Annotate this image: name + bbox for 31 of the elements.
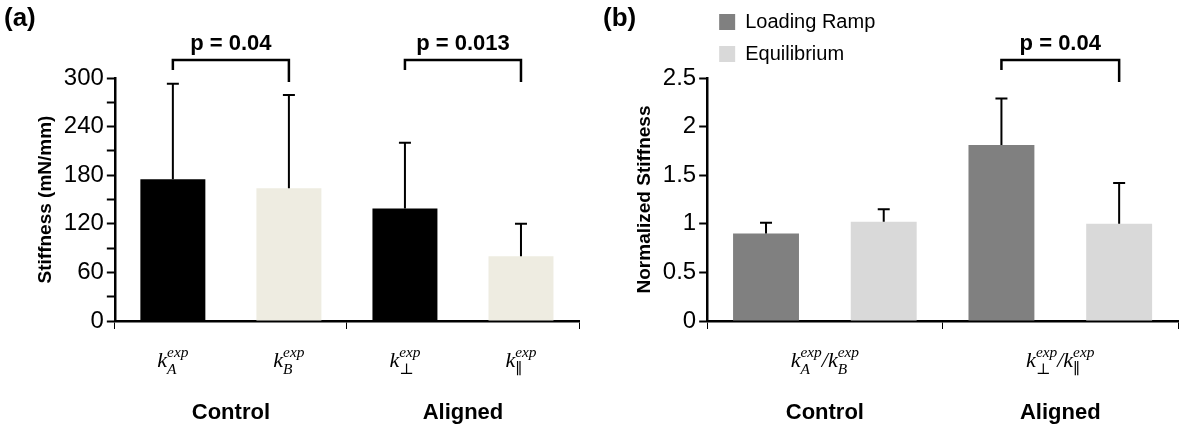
x-tick-label: Control — [191, 399, 270, 424]
y-tick-label: 0 — [90, 305, 104, 333]
y-tick-label: 0.5 — [662, 257, 697, 285]
y-axis-title: Stiffness (mN/mm) — [33, 115, 55, 284]
y-tick-label: 1 — [682, 208, 697, 236]
legend-label: Equilibrium — [745, 41, 845, 64]
bar — [850, 221, 917, 321]
x-tick-label: Control — [785, 399, 864, 424]
chart-title: (a) — [4, 2, 36, 33]
y-tick-label: 60 — [77, 257, 104, 285]
y-tick-label: 300 — [63, 62, 104, 90]
x-tick-label: Aligned — [422, 399, 504, 424]
y-tick-label: 2.5 — [662, 62, 697, 90]
legend-label: Loading Ramp — [745, 9, 876, 32]
y-tick-label: 2 — [682, 111, 697, 139]
bar — [488, 256, 554, 321]
bar — [968, 145, 1035, 321]
y-tick-label: 0 — [682, 305, 697, 333]
y-tick-label: 120 — [63, 208, 104, 236]
y-tick-label: 1.5 — [662, 159, 697, 187]
bar — [733, 233, 799, 321]
text: p = 0.013 — [416, 30, 510, 55]
bar — [256, 188, 322, 321]
y-tick-label: 180 — [63, 159, 104, 187]
text: p = 0.04 — [190, 30, 273, 55]
bar — [1086, 223, 1153, 321]
y-tick-label: 240 — [63, 111, 104, 139]
chart-title: (b) — [603, 2, 637, 33]
text: p = 0.04 — [1019, 30, 1102, 55]
y-axis-title: Normalized Stiffness — [632, 105, 654, 294]
x-tick-label: Aligned — [1019, 399, 1101, 424]
